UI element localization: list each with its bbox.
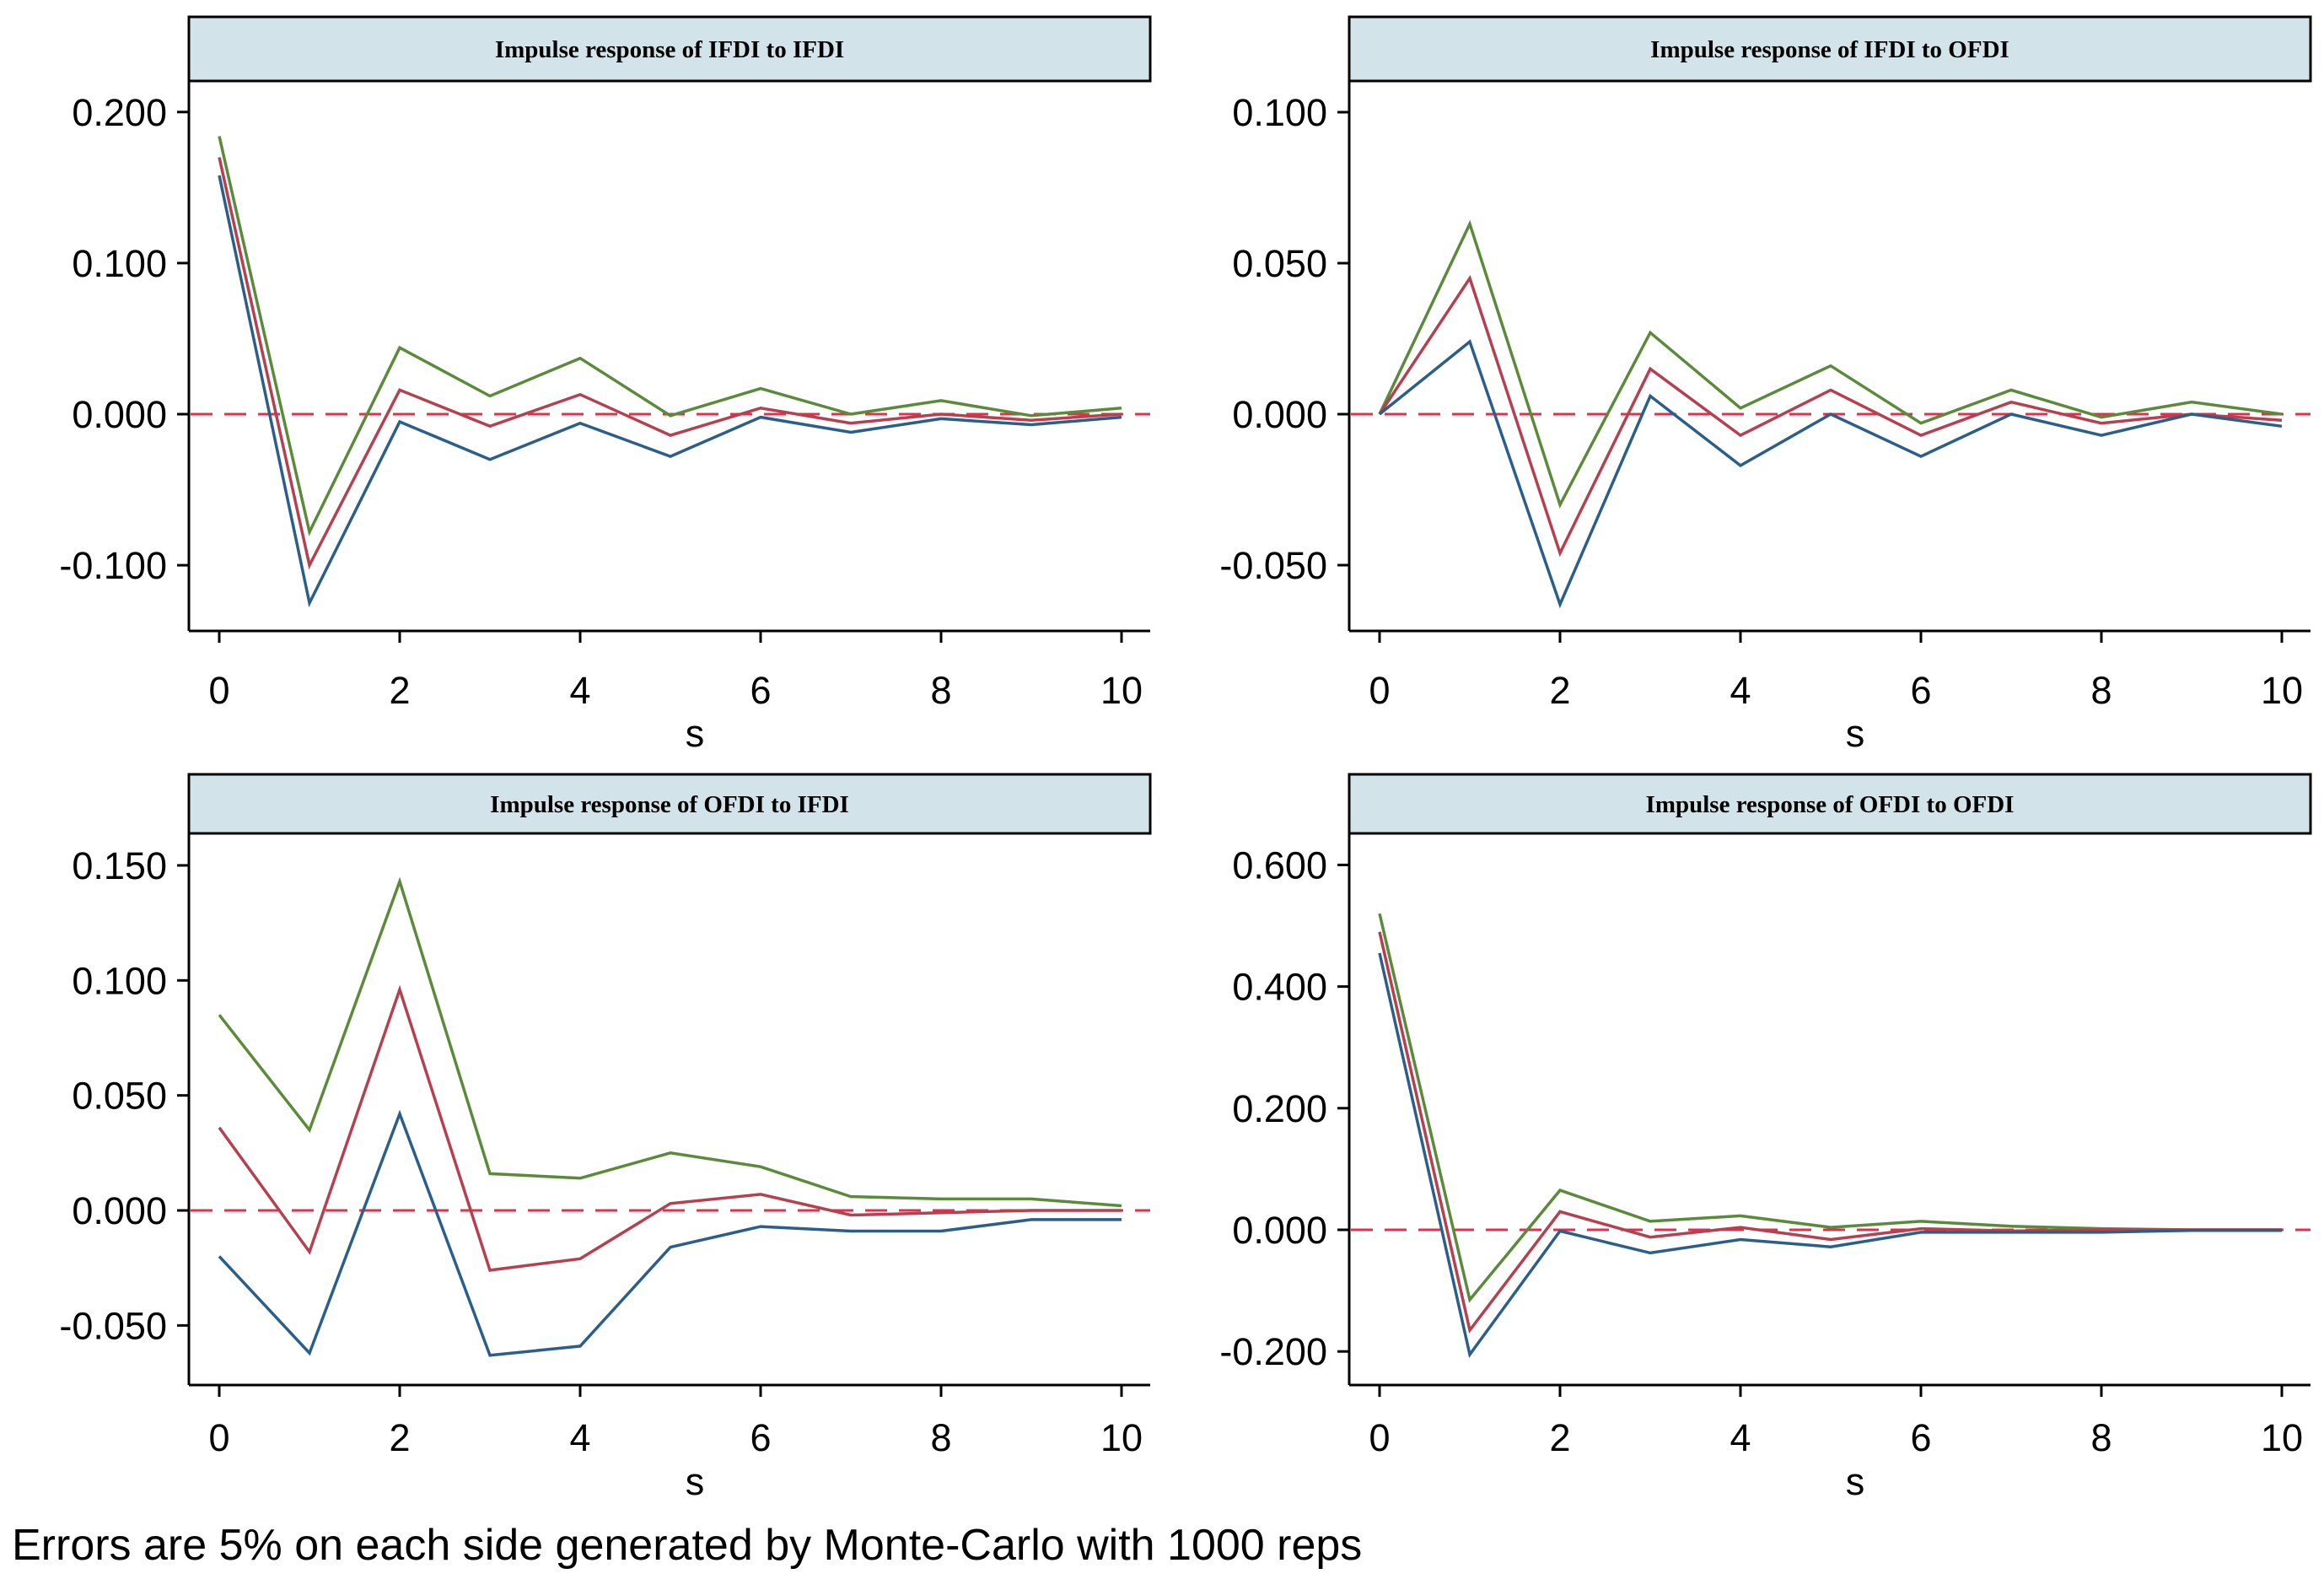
y-tick-label: 0.150 (72, 844, 167, 887)
y-tick-label: 0.000 (1232, 393, 1327, 436)
panel-title: Impulse response of OFDI to OFDI (1646, 791, 2015, 818)
x-axis-title: s (1846, 1460, 1865, 1503)
series-line-upper (218, 136, 1122, 536)
panel-4: Impulse response of OFDI to OFDI -0.200 0.… (1219, 773, 2312, 1503)
series-line-lower (1378, 339, 2283, 609)
panel-title-band (1348, 773, 2312, 835)
y-tick-label: 0.600 (1232, 844, 1327, 887)
y-tick-label: 0.400 (1232, 966, 1327, 1009)
series-line-lower (1378, 952, 2282, 1358)
x-tick-label: 0 (208, 669, 229, 712)
y-tick-label: 0.100 (72, 242, 167, 285)
x-axis-title: s (1846, 712, 1865, 755)
x-tick-label: 4 (1730, 669, 1751, 712)
x-tick-label: 10 (1100, 1416, 1143, 1459)
series-line-irf (1378, 274, 2283, 558)
x-tick-label: 2 (1549, 669, 1570, 712)
x-tick-label: 2 (1549, 1416, 1570, 1459)
y-tick-label: 0.200 (1232, 1087, 1327, 1130)
x-tick-label: 6 (1910, 1416, 1931, 1459)
y-tick-label: 0.000 (72, 393, 167, 436)
series-line-lower (218, 1109, 1122, 1357)
x-tick-label: 0 (208, 1416, 229, 1459)
series-line-upper (218, 876, 1122, 1208)
series-line-irf (1378, 931, 2282, 1334)
panel-title-band (187, 773, 1152, 835)
panel-title-band (187, 15, 1152, 83)
y-tick-label: 0.200 (72, 91, 167, 134)
x-tick-label: 8 (930, 669, 951, 712)
x-tick-label: 0 (1369, 669, 1390, 712)
y-tick-label: 0.100 (72, 959, 167, 1002)
y-tick-label: -0.050 (1219, 544, 1327, 587)
x-tick-label: 6 (1910, 669, 1931, 712)
y-tick-label: 0.000 (1232, 1209, 1327, 1252)
x-tick-label: 6 (750, 1416, 771, 1459)
x-axis-title: s (686, 712, 705, 755)
x-tick-label: 8 (2090, 1416, 2112, 1459)
x-tick-label: 2 (389, 669, 410, 712)
y-tick-label: 0.100 (1232, 91, 1327, 134)
y-tick-label: 0.000 (72, 1189, 167, 1232)
x-tick-label: 6 (750, 669, 771, 712)
panel-title: Impulse response of OFDI to IFDI (490, 791, 849, 818)
y-tick-label: 0.050 (1232, 242, 1327, 285)
x-tick-label: 4 (569, 1416, 590, 1459)
y-tick-label: 0.050 (72, 1075, 167, 1118)
panel-2: Impulse response of IFDI to OFDI -0.050 0.… (1219, 15, 2312, 755)
x-tick-label: 4 (569, 669, 590, 712)
x-tick-label: 8 (2090, 669, 2112, 712)
x-tick-label: 4 (1730, 1416, 1751, 1459)
x-tick-label: 10 (1100, 669, 1143, 712)
x-axis-title: s (686, 1460, 705, 1503)
x-tick-label: 0 (1369, 1416, 1390, 1459)
panel-title-band (1348, 15, 2312, 83)
footnote: Errors are 5% on each side generated by … (12, 1521, 1363, 1570)
y-tick-label: -0.050 (59, 1304, 167, 1347)
series-line-lower (218, 175, 1122, 608)
y-tick-label: -0.100 (59, 544, 167, 587)
panel-title: Impulse response of IFDI to OFDI (1650, 36, 2009, 63)
panel-3: Impulse response of OFDI to IFDI -0.050 0.… (59, 773, 1152, 1503)
x-tick-label: 10 (2261, 1416, 2303, 1459)
series-line-upper (1378, 913, 2282, 1303)
x-tick-label: 10 (2261, 669, 2303, 712)
panel-1: Impulse response of IFDI to IFDI -0.100 0.… (59, 15, 1152, 755)
y-tick-label: -0.200 (1219, 1330, 1327, 1373)
series-line-irf (218, 984, 1122, 1272)
panel-title: Impulse response of IFDI to IFDI (495, 36, 844, 63)
x-tick-label: 2 (389, 1416, 410, 1459)
series-line-irf (218, 157, 1122, 570)
x-tick-label: 8 (930, 1416, 951, 1459)
series-line-upper (1378, 219, 2283, 509)
